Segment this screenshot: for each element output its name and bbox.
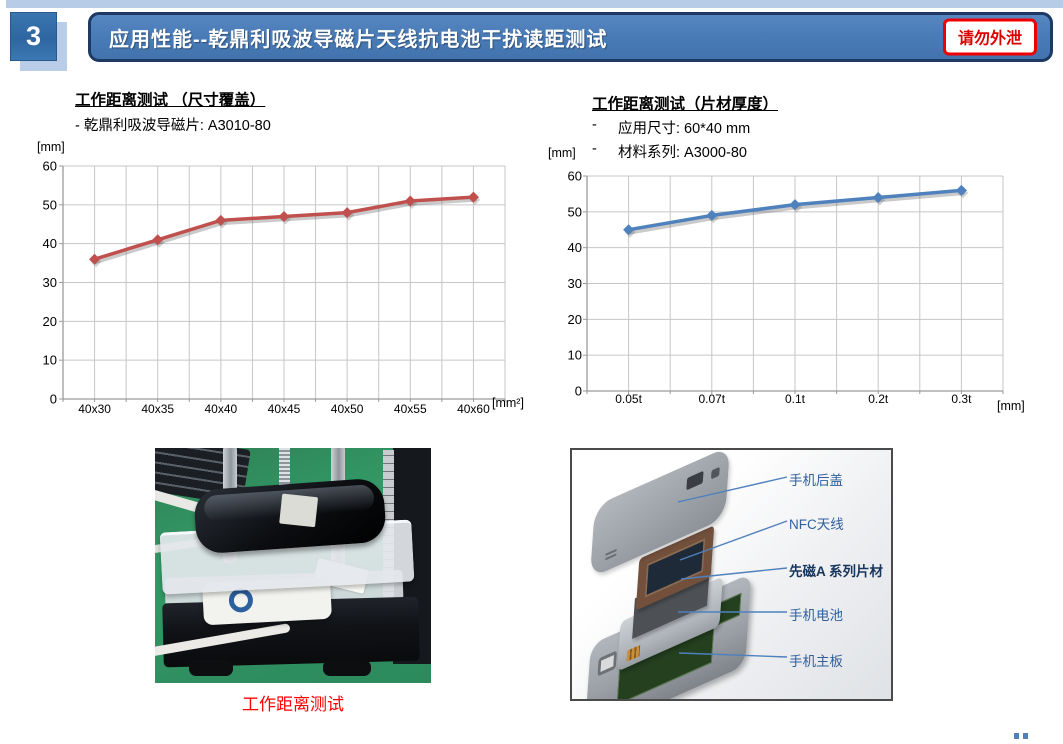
photo-base-foot — [323, 660, 371, 676]
confidential-badge: 请勿外泄 — [942, 18, 1037, 56]
page-title: 应用性能--乾鼎利吸波导磁片天线抗电池干扰读距测试 — [109, 28, 608, 51]
svg-text:50: 50 — [43, 197, 57, 212]
svg-text:[mm]: [mm] — [37, 140, 65, 154]
cutoff-mark — [1014, 733, 1019, 739]
svg-text:0.1t: 0.1t — [785, 392, 806, 406]
diagram-label-mainboard: 手机主板 — [789, 654, 843, 669]
bullet-text: 应用尺寸: 60*40 mm — [618, 121, 751, 137]
diagram-label-back-cover: 手机后盖 — [789, 473, 843, 488]
photo-base-foot — [189, 660, 233, 676]
svg-text:40x35: 40x35 — [141, 402, 174, 416]
svg-text:40x60: 40x60 — [457, 402, 490, 416]
size-coverage-line-chart: 0 10 20 30 40 50 60 40x30 40x35 40x40 40x45 40x50 40… — [37, 140, 524, 416]
svg-text:10: 10 — [568, 348, 582, 363]
diagram-label-battery: 手机电池 — [789, 608, 843, 623]
bullet-dash: - — [592, 117, 597, 133]
bullet-text: 材料系列: A3000-80 — [618, 145, 747, 161]
svg-text:40x55: 40x55 — [394, 402, 427, 416]
svg-text:40x30: 40x30 — [78, 402, 111, 416]
svg-text:[mm]: [mm] — [548, 146, 576, 160]
left-chart-title: 工作距离测试 （尺寸覆盖） — [75, 92, 266, 109]
phone-exploded-diagram: 手机后盖 NFC天线 先磁A 系列片材 手机电池 手机主板 — [570, 448, 893, 701]
thickness-line-chart: 0 10 20 30 40 50 60 0.05t 0.07t 0.1t 0.2t 0.3t [mm] [… — [548, 146, 1025, 413]
svg-text:40: 40 — [43, 236, 57, 251]
svg-text:10: 10 — [43, 353, 57, 368]
photo-phone-label — [279, 493, 319, 528]
svg-text:20: 20 — [568, 312, 582, 327]
svg-text:0: 0 — [575, 384, 582, 399]
svg-text:20: 20 — [43, 314, 57, 329]
svg-text:0.3t: 0.3t — [951, 392, 972, 406]
diagram-leader-lines — [677, 476, 788, 658]
svg-text:30: 30 — [43, 275, 57, 290]
diagram-label-magnetic-sheet: 先磁A 系列片材 — [789, 564, 883, 579]
slide-number-text: 3 — [25, 21, 42, 51]
svg-text:40x40: 40x40 — [205, 402, 238, 416]
bullet-dash: - — [592, 141, 597, 157]
slide-number: 3 — [10, 12, 57, 61]
cutoff-footer-marks — [1014, 726, 1032, 744]
svg-text:50: 50 — [568, 204, 582, 219]
svg-text:30: 30 — [568, 276, 582, 291]
svg-text:0: 0 — [50, 392, 57, 407]
photo-caption: 工作距离测试 — [242, 695, 344, 714]
title-bar: 应用性能--乾鼎利吸波导磁片天线抗电池干扰读距测试 请勿外泄 — [88, 12, 1053, 62]
photo-phone — [192, 477, 388, 555]
diagram-label-nfc-antenna: NFC天线 — [789, 517, 844, 532]
svg-text:40x45: 40x45 — [268, 402, 301, 416]
right-bullet-1: - 应用尺寸: 60*40 mm — [592, 117, 778, 138]
left-section-header: 工作距离测试 （尺寸覆盖） - 乾鼎利吸波导磁片: A3010-80 — [75, 88, 271, 135]
svg-text:0.05t: 0.05t — [615, 392, 642, 406]
photo-reader-logo — [228, 587, 254, 613]
svg-text:60: 60 — [568, 169, 582, 184]
right-section-header: 工作距离测试（片材厚度） - 应用尺寸: 60*40 mm - 材料系列: A3… — [592, 92, 778, 162]
top-accent-bar — [6, 0, 1063, 8]
right-bullet-2: - 材料系列: A3000-80 — [592, 141, 778, 162]
svg-text:[mm²]: [mm²] — [492, 396, 524, 410]
right-chart-title: 工作距离测试（片材厚度） — [592, 96, 779, 113]
svg-text:40x50: 40x50 — [331, 402, 364, 416]
svg-text:60: 60 — [43, 159, 57, 174]
cutoff-mark — [1023, 733, 1028, 739]
svg-text:40: 40 — [568, 240, 582, 255]
svg-text:0.2t: 0.2t — [868, 392, 889, 406]
svg-text:0.07t: 0.07t — [698, 392, 725, 406]
svg-text:[mm]: [mm] — [997, 399, 1025, 413]
left-chart-subtitle: - 乾鼎利吸波导磁片: A3010-80 — [75, 118, 271, 134]
test-rig-photo — [155, 448, 431, 683]
